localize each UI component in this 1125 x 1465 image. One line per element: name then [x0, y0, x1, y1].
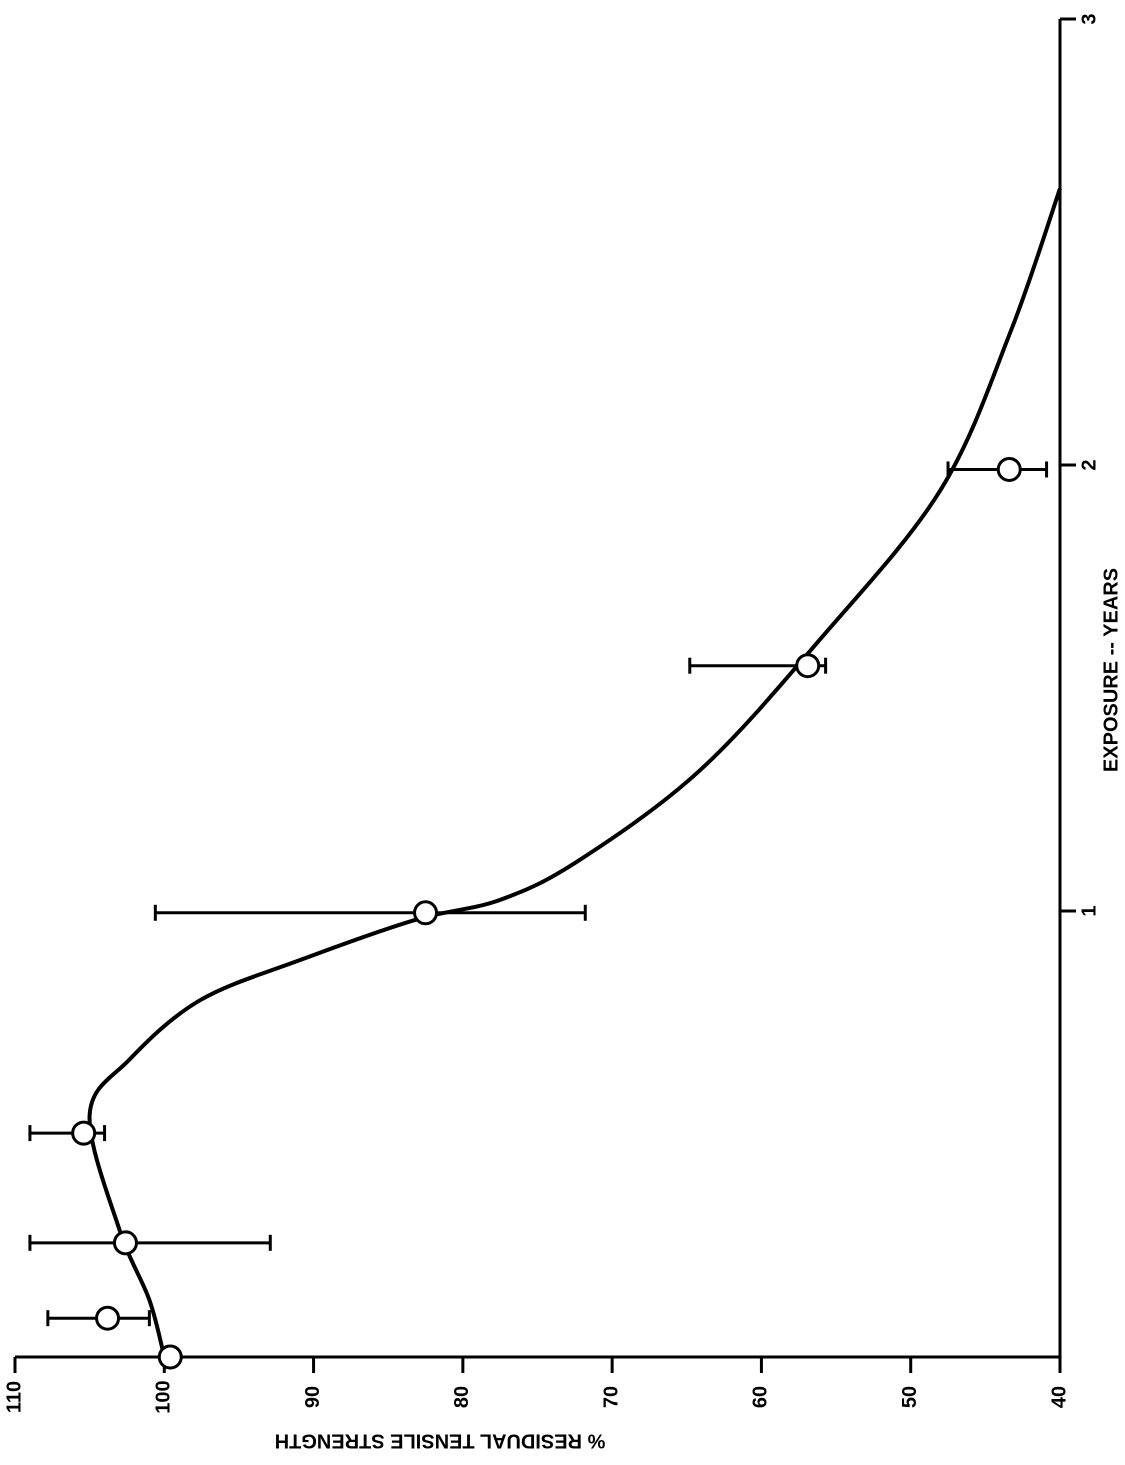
error-bar	[153, 904, 587, 921]
y-tick-label: 40	[1048, 1386, 1070, 1408]
data-point	[71, 1120, 97, 1146]
y-tick-label: 80	[451, 1386, 473, 1408]
y-tick-label: 50	[899, 1386, 921, 1408]
x-tick-label: 3	[1078, 13, 1100, 24]
data-point	[996, 456, 1022, 482]
fit-curve	[87, 187, 1062, 1358]
x-axis-title: EXPOSURE -- YEARS	[1100, 568, 1122, 772]
x-tick-label: 2	[1078, 459, 1100, 470]
y-tick-label: 90	[302, 1386, 324, 1408]
y-tick-label: 70	[600, 1386, 622, 1408]
y-tick-label: 110	[3, 1381, 25, 1413]
data-point	[795, 653, 821, 679]
y-tick-label: 60	[750, 1386, 772, 1408]
error-bar	[28, 1234, 272, 1251]
data-point	[413, 900, 439, 926]
data-point	[95, 1305, 121, 1331]
data-point	[112, 1230, 138, 1256]
x-tick-label: 1	[1078, 905, 1100, 916]
y-axis-title: % RESIDUAL TENSILE STRENGTH	[275, 1430, 606, 1452]
data-point	[157, 1344, 183, 1370]
y-tick-label: 100	[153, 1380, 175, 1413]
